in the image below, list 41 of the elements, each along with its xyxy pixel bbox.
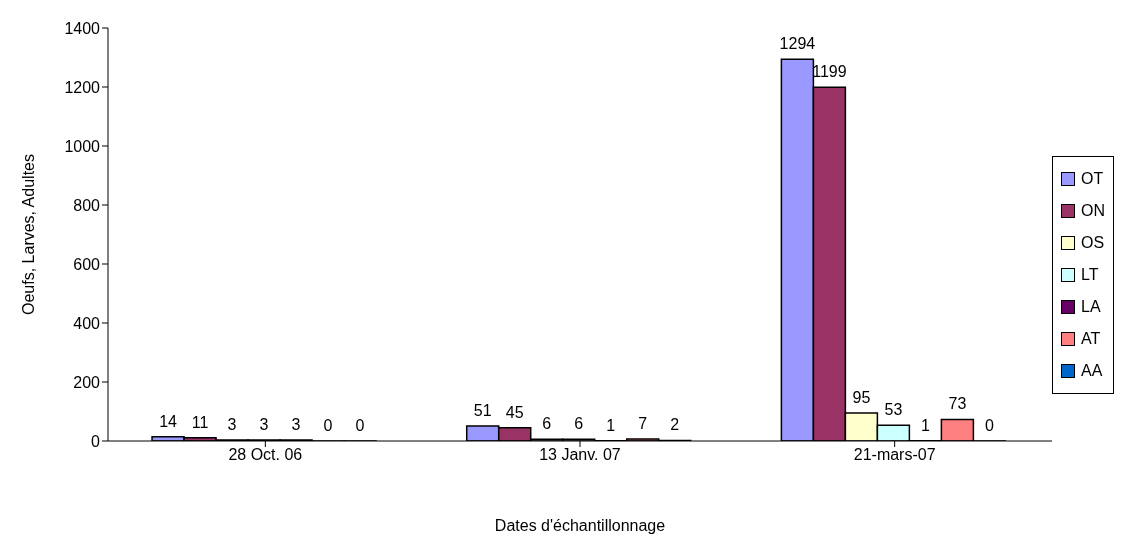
data-label: 45	[505, 403, 524, 421]
y-tick-label: 600	[73, 255, 101, 273]
y-tick-label: 1000	[64, 137, 101, 155]
data-label: 1294	[779, 35, 816, 53]
data-label: 51	[473, 401, 492, 419]
data-label: 0	[355, 416, 365, 434]
y-tick-label: 800	[73, 196, 101, 214]
data-label: 3	[227, 416, 237, 434]
x-tick-label: 28 Oct. 06	[228, 446, 303, 464]
x-axis-title: Dates d'échantillonnage	[494, 517, 666, 534]
y-tick-label: 0	[91, 432, 101, 450]
data-label: 1199	[812, 63, 847, 81]
data-label: 0	[984, 416, 994, 434]
y-tick-label: 400	[73, 314, 101, 332]
y-tick-label: 1400	[64, 19, 101, 37]
legend-label: AA	[1081, 360, 1103, 381]
data-label: 73	[948, 395, 967, 413]
y-tick-label: 1200	[64, 78, 101, 96]
legend-label: ON	[1081, 200, 1105, 221]
data-label: 0	[323, 416, 333, 434]
legend-label: OT	[1081, 168, 1104, 189]
legend-label: OS	[1081, 232, 1105, 253]
data-label: 53	[884, 401, 903, 419]
y-tick-label: 200	[73, 373, 101, 391]
legend-label: LA	[1081, 296, 1101, 317]
data-label: 2	[670, 416, 680, 434]
data-label: 3	[259, 416, 269, 434]
data-label: 1	[920, 416, 930, 434]
data-label: 7	[638, 414, 648, 432]
legend-label: LT	[1081, 264, 1099, 285]
x-tick-label: 21-mars-07	[853, 446, 936, 464]
data-label: 3	[291, 416, 301, 434]
legend-label: AT	[1081, 328, 1101, 349]
data-label: 6	[574, 415, 584, 433]
data-label: 11	[191, 413, 209, 431]
data-label: 6	[542, 415, 552, 433]
x-tick-label: 13 Janv. 07	[539, 446, 621, 464]
data-label: 14	[159, 412, 178, 430]
data-label: 95	[852, 388, 871, 406]
data-label: 1	[606, 416, 616, 434]
y-axis-title: Oeufs, Larves, Adultes	[19, 154, 37, 315]
